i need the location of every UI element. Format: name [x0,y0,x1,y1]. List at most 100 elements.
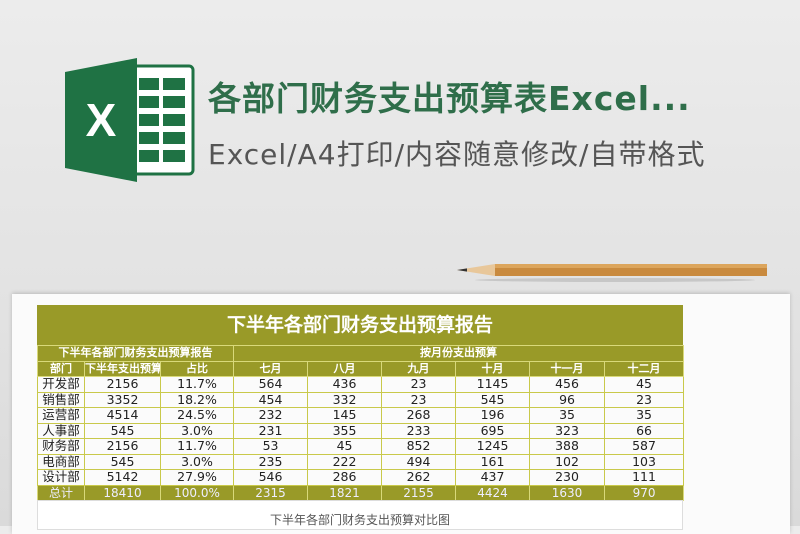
table-cell[interactable]: 232 [233,407,309,424]
total-cell[interactable]: 100.0% [159,484,235,501]
table-cell[interactable]: 财务部 [37,438,85,455]
svg-text:X: X [86,94,117,146]
column-header[interactable]: 十一月 [529,360,606,377]
total-cell[interactable]: 2155 [381,484,457,501]
table-cell[interactable]: 35 [529,407,606,424]
table-cell[interactable]: 355 [307,422,383,439]
group-header-right: 按月份支出预算 [233,345,685,362]
table-cell[interactable]: 161 [455,453,531,470]
chart-title: 下半年各部门财务支出预算对比图 [269,513,450,527]
table-cell[interactable]: 45 [604,376,685,393]
table-cell[interactable]: 545 [455,391,531,408]
page-subtitle: Excel/A4打印/内容随意修改/自带格式 [208,138,706,171]
total-row: 总计 18410 100.0% 2315 1821 2155 4424 1630 970 [37,484,685,501]
table-cell[interactable]: 23 [381,391,457,408]
table-cell[interactable]: 231 [233,422,309,439]
table-cell[interactable]: 545 [84,453,161,470]
table-cell[interactable]: 2156 [84,376,161,393]
total-cell[interactable]: 1630 [529,484,606,501]
table-cell[interactable]: 454 [233,391,309,408]
table-cell[interactable]: 852 [381,438,457,455]
table-cell[interactable]: 3352 [84,391,161,408]
table-cell[interactable]: 96 [529,391,606,408]
pencil-icon [457,264,767,282]
table-cell[interactable]: 4514 [84,407,161,424]
table-cell[interactable]: 437 [455,469,531,486]
table-cell[interactable]: 102 [529,453,606,470]
table-cell[interactable]: 1145 [455,376,531,393]
table-cell[interactable]: 2156 [84,438,161,455]
table-cell[interactable]: 103 [604,453,685,470]
table-cell[interactable]: 494 [381,453,457,470]
excel-logo-icon: X [65,58,195,182]
table-cell[interactable]: 5142 [84,469,161,486]
table-cell[interactable]: 23 [604,391,685,408]
table-cell[interactable]: 45 [307,438,383,455]
table-cell[interactable]: 人事部 [37,422,85,439]
total-cell[interactable]: 4424 [455,484,531,501]
table-cell[interactable]: 233 [381,422,457,439]
table-cell[interactable]: 230 [529,469,606,486]
table-cell[interactable]: 546 [233,469,309,486]
column-header[interactable]: 九月 [381,360,457,377]
budget-sheet: 下半年各部门财务支出预算报告 下半年各部门财务支出预算报告 按月份支出预算 部门下… [36,305,685,501]
table-cell[interactable]: 23 [381,376,457,393]
table-cell[interactable]: 27.9% [159,469,235,486]
column-header[interactable]: 七月 [233,360,309,377]
table-cell[interactable]: 66 [604,422,685,439]
table-row: 财务部 2156 11.7% 53 45 852 1245 388 587 [37,438,685,455]
group-header-left: 下半年各部门财务支出预算报告 [36,345,235,362]
table-cell[interactable]: 695 [455,422,531,439]
column-header[interactable]: 部门 [37,360,85,377]
table-cell[interactable]: 196 [455,407,531,424]
table-cell[interactable]: 587 [604,438,685,455]
table-cell[interactable]: 545 [84,422,161,439]
table-cell[interactable]: 11.7% [159,376,235,393]
table-cell[interactable]: 53 [233,438,309,455]
column-header[interactable]: 十二月 [604,360,685,377]
table-cell[interactable]: 436 [307,376,383,393]
column-header[interactable]: 十月 [455,360,531,377]
table-cell[interactable]: 332 [307,391,383,408]
table-cell[interactable]: 262 [381,469,457,486]
table-cell[interactable]: 3.0% [159,453,235,470]
table-cell[interactable]: 运营部 [37,407,85,424]
table-row: 开发部 2156 11.7% 564 436 23 1145 456 45 [37,376,685,393]
table-cell[interactable]: 35 [604,407,685,424]
total-cell[interactable]: 总计 [37,484,85,501]
sheet-title: 下半年各部门财务支出预算报告 [37,305,683,345]
page-title: 各部门财务支出预算表Excel... [208,79,691,118]
table-cell[interactable]: 11.7% [159,438,235,455]
table-cell[interactable]: 222 [307,453,383,470]
total-cell[interactable]: 2315 [233,484,309,501]
total-cell[interactable]: 1821 [307,484,383,501]
table-row: 人事部 545 3.0% 231 355 233 695 323 66 [37,422,685,439]
table-cell[interactable]: 388 [529,438,606,455]
table-cell[interactable]: 145 [307,407,383,424]
total-cell[interactable]: 18410 [84,484,161,501]
column-header[interactable]: 下半年支出预算 [84,360,161,377]
table-cell[interactable]: 286 [307,469,383,486]
table-cell[interactable]: 235 [233,453,309,470]
column-header[interactable]: 占比 [159,360,235,377]
table-cell[interactable]: 开发部 [37,376,85,393]
budget-table: 下半年各部门财务支出预算报告 按月份支出预算 部门 下半年支出预算 占比 七月 八月 九月十… [36,345,685,501]
table-cell[interactable]: 323 [529,422,606,439]
column-header[interactable]: 八月 [307,360,383,377]
chart-area: 下半年各部门财务支出预算对比图 [37,500,683,530]
table-cell[interactable]: 111 [604,469,685,486]
table-cell[interactable]: 24.5% [159,407,235,424]
table-cell[interactable]: 设计部 [37,469,85,486]
table-cell[interactable]: 268 [381,407,457,424]
table-row: 运营部 4514 24.5% 232 145 268 196 35 35 [37,407,685,424]
total-cell[interactable]: 970 [604,484,685,501]
table-cell[interactable]: 电商部 [37,453,85,470]
table-cell[interactable]: 456 [529,376,606,393]
table-row: 设计部 5142 27.9% 546 286 262 437 230 111 [37,469,685,486]
table-row: 销售部 3352 18.2% 454 332 23 545 96 23 [37,391,685,408]
table-cell[interactable]: 18.2% [159,391,235,408]
table-cell[interactable]: 3.0% [159,422,235,439]
table-cell[interactable]: 销售部 [37,391,85,408]
table-cell[interactable]: 564 [233,376,309,393]
table-cell[interactable]: 1245 [455,438,531,455]
